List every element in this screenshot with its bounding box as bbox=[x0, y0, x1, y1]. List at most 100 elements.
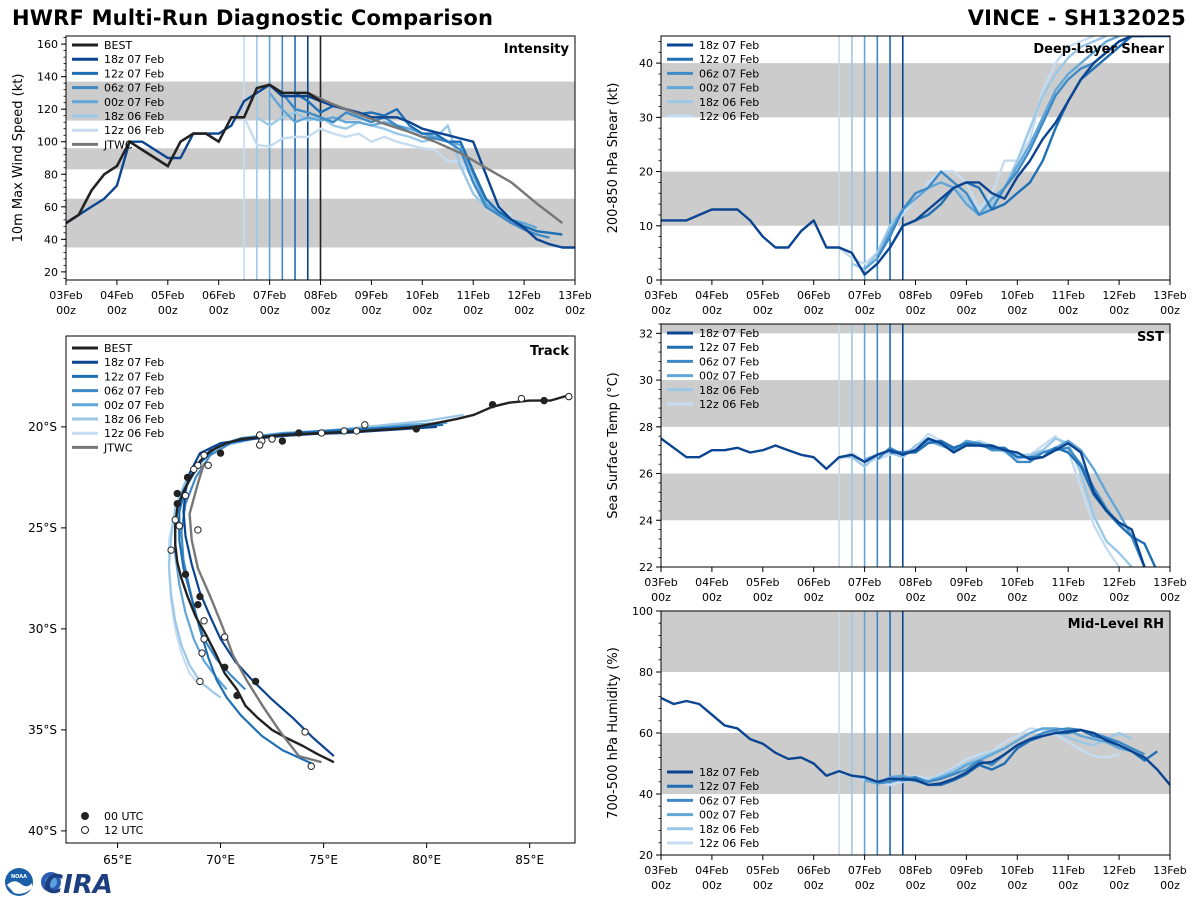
shear-legend-label: 12z 07 Feb bbox=[699, 53, 759, 66]
rh-series-group bbox=[661, 696, 1170, 787]
track-12utc-point bbox=[256, 441, 264, 449]
rh-ylabel: 700-500 hPa Humidity (%) bbox=[606, 647, 621, 819]
intensity-series-12z-06-feb bbox=[243, 116, 512, 217]
intensity-xtick-hour: 00z bbox=[463, 304, 483, 317]
rh-xtick-date: 09Feb bbox=[950, 864, 983, 877]
intensity-xtick-hour: 00z bbox=[158, 304, 178, 317]
track-12utc-point bbox=[220, 633, 229, 641]
intensity-ytick-label: 160 bbox=[37, 38, 58, 51]
track-legend-label: 12z 06 Feb bbox=[104, 427, 164, 440]
intensity-ylabel: 10m Max Wind Speed (kt) bbox=[11, 74, 26, 243]
sst-xtick-date: 03Feb bbox=[644, 576, 677, 589]
intensity-xtick-date: 09Feb bbox=[355, 289, 388, 302]
track-best-point bbox=[412, 425, 421, 433]
shear-xtick-hour: 00z bbox=[957, 304, 977, 317]
track-best-point bbox=[194, 600, 202, 609]
rh-ytick-label: 60 bbox=[639, 727, 653, 740]
intensity-legend-label: BEST bbox=[104, 39, 132, 52]
sst-xtick-date: 08Feb bbox=[899, 576, 932, 589]
intensity-legend-label: 12z 06 Feb bbox=[104, 124, 164, 137]
track-best-point bbox=[181, 570, 190, 579]
track-12utc-point bbox=[317, 429, 326, 437]
track-best-point bbox=[340, 427, 348, 435]
intensity-xtick-hour: 00z bbox=[412, 304, 432, 317]
intensity-xtick-hour: 00z bbox=[209, 304, 229, 317]
track-legend-label: 12z 07 Feb bbox=[104, 370, 164, 383]
track-12utc-point bbox=[171, 516, 179, 524]
rh-xtick-date: 04Feb bbox=[695, 864, 728, 877]
intensity-ytick-label: 80 bbox=[44, 168, 58, 181]
shear-xtick-hour: 00z bbox=[702, 304, 722, 317]
track-12utc-point bbox=[200, 617, 208, 625]
track-00z-07-feb bbox=[174, 421, 448, 691]
rh-xtick-hour: 00z bbox=[753, 879, 773, 892]
sst-ytick-label: 26 bbox=[639, 468, 653, 481]
sst-xtick-date: 12Feb bbox=[1102, 576, 1135, 589]
intensity-xtick-date: 08Feb bbox=[304, 289, 337, 302]
track-ytick-label: 20°S bbox=[28, 420, 57, 434]
shear-xtick-date: 08Feb bbox=[899, 289, 932, 302]
rh-legend-label: 06z 07 Feb bbox=[699, 794, 759, 807]
track-legend-label: 00z 07 Feb bbox=[104, 399, 164, 412]
intensity-title: Intensity bbox=[504, 42, 570, 57]
track-best-point bbox=[216, 449, 225, 457]
sst-xtick-date: 04Feb bbox=[695, 576, 728, 589]
shear-xtick-hour: 00z bbox=[804, 304, 824, 317]
track-12utc-point bbox=[307, 762, 315, 770]
shear-xtick-hour: 00z bbox=[1109, 304, 1129, 317]
track-legend-label: BEST bbox=[104, 342, 132, 355]
shear-xtick-date: 06Feb bbox=[797, 289, 830, 302]
track-12utc-point bbox=[200, 451, 208, 459]
shear-ytick-label: 20 bbox=[639, 166, 653, 179]
track-best-point bbox=[220, 663, 229, 671]
sst-title: SST bbox=[1137, 330, 1164, 345]
track-legend-label: JTWC bbox=[103, 441, 133, 454]
track-ytick-label: 25°S bbox=[28, 521, 57, 535]
intensity-xtick-date: 07Feb bbox=[253, 289, 286, 302]
track-ytick-label: 35°S bbox=[28, 723, 57, 737]
intensity-series-00z-07-feb bbox=[268, 92, 538, 230]
track-12utc-point bbox=[352, 427, 361, 435]
track-12utc-point bbox=[175, 522, 184, 530]
sst-ytick-label: 24 bbox=[639, 514, 653, 527]
rh-xtick-hour: 00z bbox=[1058, 879, 1078, 892]
sst-xtick-date: 06Feb bbox=[797, 576, 830, 589]
track-title: Track bbox=[530, 344, 569, 359]
sst-legend-label: 18z 07 Feb bbox=[699, 327, 759, 340]
noaa-logo: NOAA bbox=[5, 868, 33, 896]
track-legend-label: 18z 06 Feb bbox=[104, 413, 164, 426]
sst-xtick-hour: 00z bbox=[906, 591, 926, 604]
track-best-point bbox=[540, 396, 548, 405]
track-xtick-label: 65°E bbox=[103, 853, 132, 867]
shear-series-18z-07-feb bbox=[661, 36, 1170, 276]
intensity-legend-label: 00z 07 Feb bbox=[104, 96, 164, 109]
shear-ytick-label: 40 bbox=[639, 57, 653, 70]
track-ytick-label: 40°S bbox=[28, 824, 57, 838]
rh-legend-label: 00z 07 Feb bbox=[699, 809, 759, 822]
track-best-point bbox=[488, 400, 497, 409]
shear-xtick-date: 09Feb bbox=[950, 289, 983, 302]
shear-xtick-date: 07Feb bbox=[848, 289, 881, 302]
intensity-xtick-hour: 00z bbox=[56, 304, 76, 317]
sst-xtick-date: 05Feb bbox=[746, 576, 779, 589]
track-xtick-label: 70°E bbox=[206, 853, 235, 867]
sst-xtick-hour: 00z bbox=[1058, 591, 1078, 604]
intensity-xtick-hour: 00z bbox=[514, 304, 534, 317]
sst-ytick-label: 28 bbox=[639, 421, 653, 434]
intensity-legend-label: 18z 06 Feb bbox=[104, 110, 164, 123]
intensity-xtick-date: 05Feb bbox=[151, 289, 184, 302]
intensity-xtick-date: 12Feb bbox=[507, 289, 540, 302]
shear-series-group bbox=[661, 36, 1170, 276]
sst-xtick-hour: 00z bbox=[753, 591, 773, 604]
intensity-xtick-hour: 00z bbox=[260, 304, 280, 317]
shear-legend-label: 18z 06 Feb bbox=[699, 96, 759, 109]
sst-xtick-hour: 00z bbox=[702, 591, 722, 604]
sst-series-12z-06-feb bbox=[838, 432, 1121, 567]
rh-ytick-label: 100 bbox=[632, 605, 653, 618]
sst-xtick-hour: 00z bbox=[804, 591, 824, 604]
intensity-series-best bbox=[66, 83, 322, 225]
rh-legend-label: 12z 06 Feb bbox=[699, 837, 759, 850]
